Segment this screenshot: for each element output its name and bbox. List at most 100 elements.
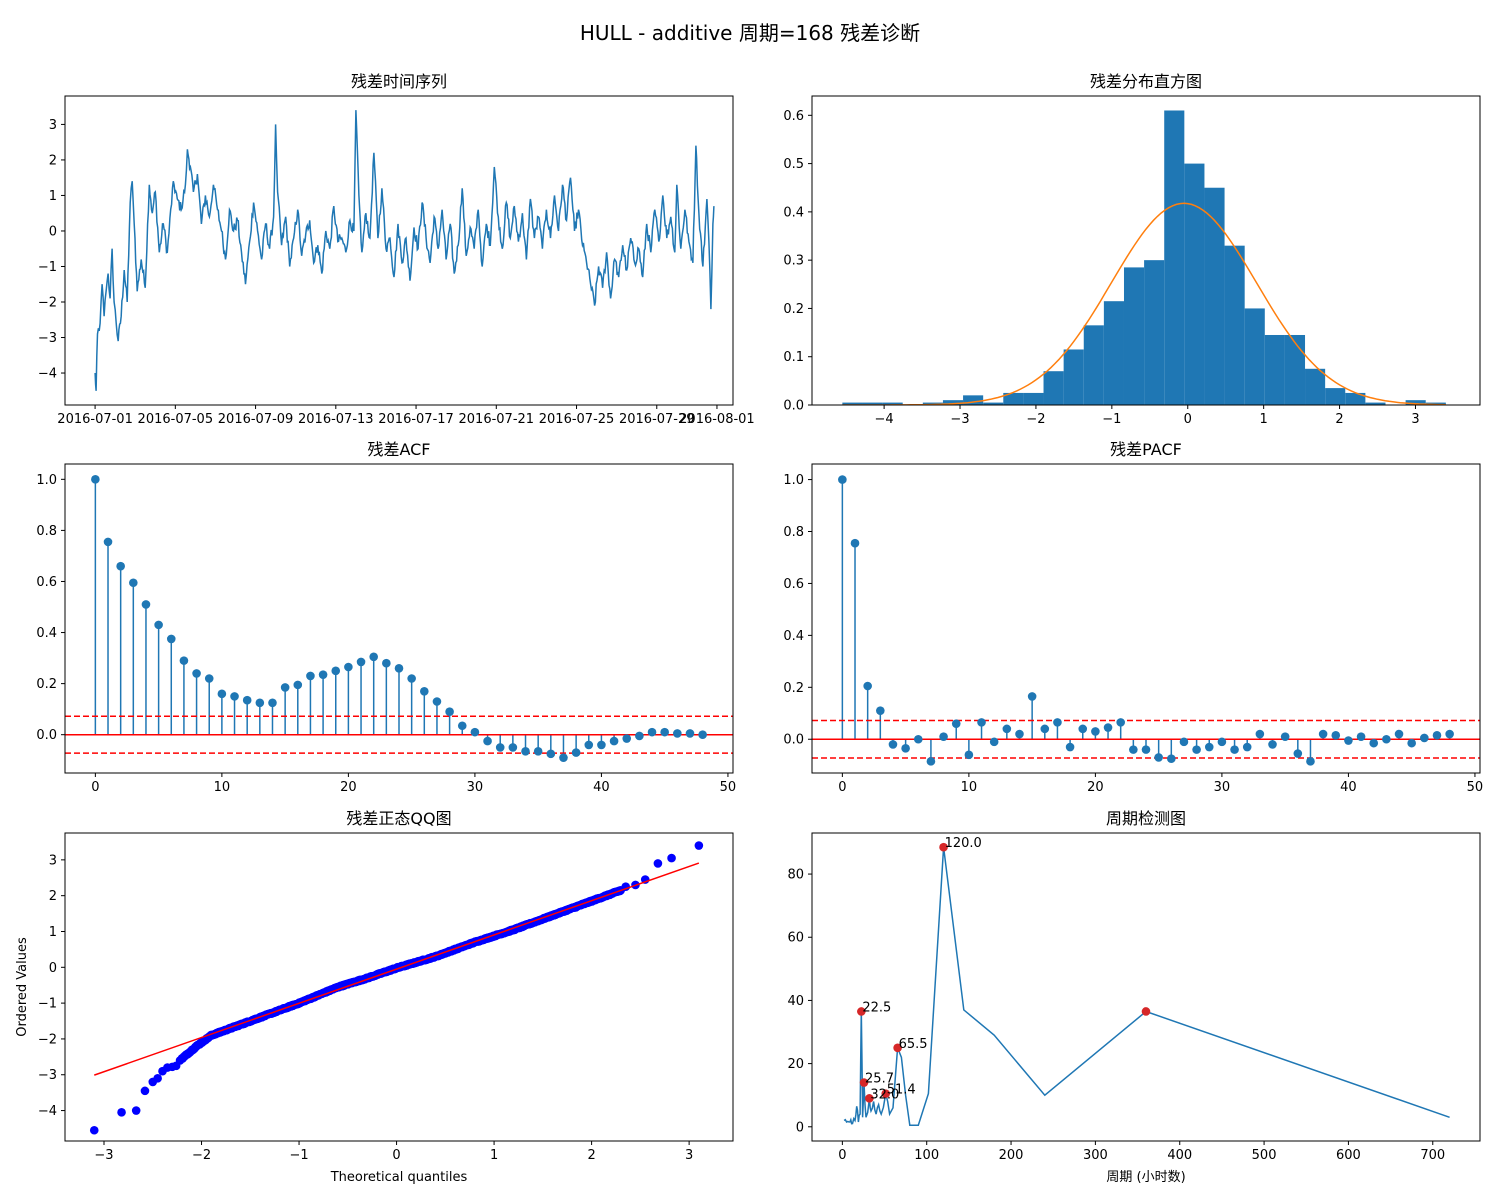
stem-marker	[1040, 724, 1050, 734]
stem-marker	[91, 475, 100, 484]
stem-marker	[913, 734, 923, 744]
stem-marker	[268, 698, 277, 708]
y-tick-label: 0.2	[783, 302, 804, 317]
x-tick-label: 3	[1411, 412, 1419, 427]
x-tick-label: 40	[1340, 780, 1357, 795]
stem-marker	[293, 680, 303, 690]
stem-marker	[1318, 729, 1328, 739]
stem-marker	[673, 729, 682, 738]
x-tick-label: 50	[1467, 780, 1484, 795]
stem-marker	[382, 658, 391, 668]
peak-label: 32.0	[870, 1087, 899, 1102]
stem-marker	[622, 734, 632, 743]
x-tick-label: 2016-07-25	[539, 412, 615, 427]
histogram-bar	[1144, 260, 1165, 405]
y-tick-label: 0.1	[783, 350, 804, 365]
y-tick-label: −3	[38, 331, 57, 346]
stem-marker	[141, 600, 151, 609]
stem-marker	[1268, 740, 1277, 749]
figure-suptitle: HULL - additive 周期=168 残差诊断	[580, 21, 920, 45]
stem-marker	[1027, 692, 1037, 701]
histogram-bar	[1345, 392, 1366, 405]
stem-marker	[1293, 749, 1303, 758]
stem-marker	[1091, 727, 1100, 736]
qq-point	[117, 1108, 126, 1117]
x-tick-label: 0	[838, 1148, 846, 1163]
x-tick-label: 1	[1260, 412, 1268, 427]
y-tick-label: 20	[787, 1057, 804, 1072]
x-tick-label: 2016-07-05	[138, 412, 214, 427]
histogram-bar	[1244, 308, 1265, 405]
histogram-bar	[1063, 349, 1084, 405]
tick-group: −4 −3 −2 −1 0 1 2 3 0.0 0.1 0.2 0.3 0.4 0.5 0.6	[783, 109, 1419, 427]
plot-area	[843, 842, 1450, 1126]
stem-marker	[369, 652, 378, 662]
subplot-title: 周期检测图	[1106, 809, 1186, 828]
stem-marker	[344, 662, 353, 672]
histogram-bar	[1164, 110, 1185, 405]
stem-marker	[445, 707, 454, 717]
x-tick-label: 30	[1214, 780, 1231, 795]
peak-marker	[1141, 1007, 1151, 1016]
qq-point	[89, 1125, 99, 1135]
normal-fit-curve	[842, 202, 1446, 405]
x-tick-label: 100	[914, 1148, 939, 1163]
subplot-title: 残差分布直方图	[1090, 72, 1202, 91]
stem-marker	[242, 695, 252, 705]
y-tick-label: −3	[38, 1068, 57, 1083]
x-tick-label: 2	[1335, 412, 1343, 427]
plot-area	[812, 475, 1480, 766]
qq-point	[131, 1106, 141, 1115]
histogram-bar	[1264, 334, 1285, 405]
histogram-bar	[1184, 163, 1205, 405]
histogram-bar	[1284, 334, 1306, 405]
stem-marker	[306, 671, 315, 681]
x-tick-label: 2016-08-01	[679, 412, 755, 427]
tick-group: 0 10 20 30 40 50 0.0 0.2 0.4 0.6 0.8 1.0	[36, 473, 736, 795]
x-tick-label: −1	[1102, 412, 1121, 427]
histogram-bar	[1365, 402, 1386, 405]
histogram-bar	[1123, 267, 1145, 405]
period-strength-line	[843, 847, 1450, 1126]
stem-marker	[647, 727, 657, 737]
stem-marker	[1255, 729, 1265, 739]
y-tick-label: 0.8	[783, 525, 804, 540]
subplot-title: 残差PACF	[1110, 440, 1182, 459]
peak-label: 51.4	[887, 1083, 916, 1098]
stem-marker	[166, 634, 176, 644]
stem-marker	[1167, 754, 1176, 764]
x-tick-label: −3	[94, 1148, 113, 1163]
stem-marker	[116, 561, 125, 571]
y-tick-label: −4	[38, 367, 57, 382]
x-tick-label: 10	[961, 780, 978, 795]
x-tick-label: 0	[392, 1148, 400, 1163]
y-tick-label: 0.4	[36, 626, 57, 641]
stem-marker	[1154, 753, 1163, 762]
x-tick-label: 0	[838, 780, 846, 795]
qq-point	[153, 1074, 162, 1083]
stem-marker	[584, 740, 594, 750]
stem-marker	[1394, 729, 1404, 739]
stem-marker	[926, 757, 936, 766]
histogram-bar	[842, 402, 863, 405]
stem-marker	[1407, 738, 1416, 748]
stem-marker	[1217, 737, 1227, 747]
x-tick-label: 20	[340, 780, 357, 795]
stem-marker	[559, 753, 568, 762]
peak-label: 120.0	[945, 836, 982, 851]
stem-marker	[420, 686, 429, 696]
stem-marker	[901, 744, 910, 753]
stem-marker	[571, 748, 581, 757]
stem-marker	[495, 743, 505, 752]
x-tick-label: 1	[490, 1148, 498, 1163]
x-tick-label: 0	[1184, 412, 1192, 427]
stem-marker	[1382, 734, 1391, 744]
stem-marker	[1103, 723, 1113, 732]
subplot-pacf: 残差PACF 0 10 20 30 40 50 0.0 0.2 0.4 0.6 0.8 1.0	[783, 440, 1483, 795]
y-tick-label: 0.2	[36, 677, 57, 692]
histogram-bar	[1083, 325, 1104, 405]
stem-marker	[939, 732, 948, 741]
stem-marker	[888, 740, 898, 749]
y-tick-label: 0.8	[36, 524, 57, 539]
x-tick-label: 20	[1087, 780, 1104, 795]
